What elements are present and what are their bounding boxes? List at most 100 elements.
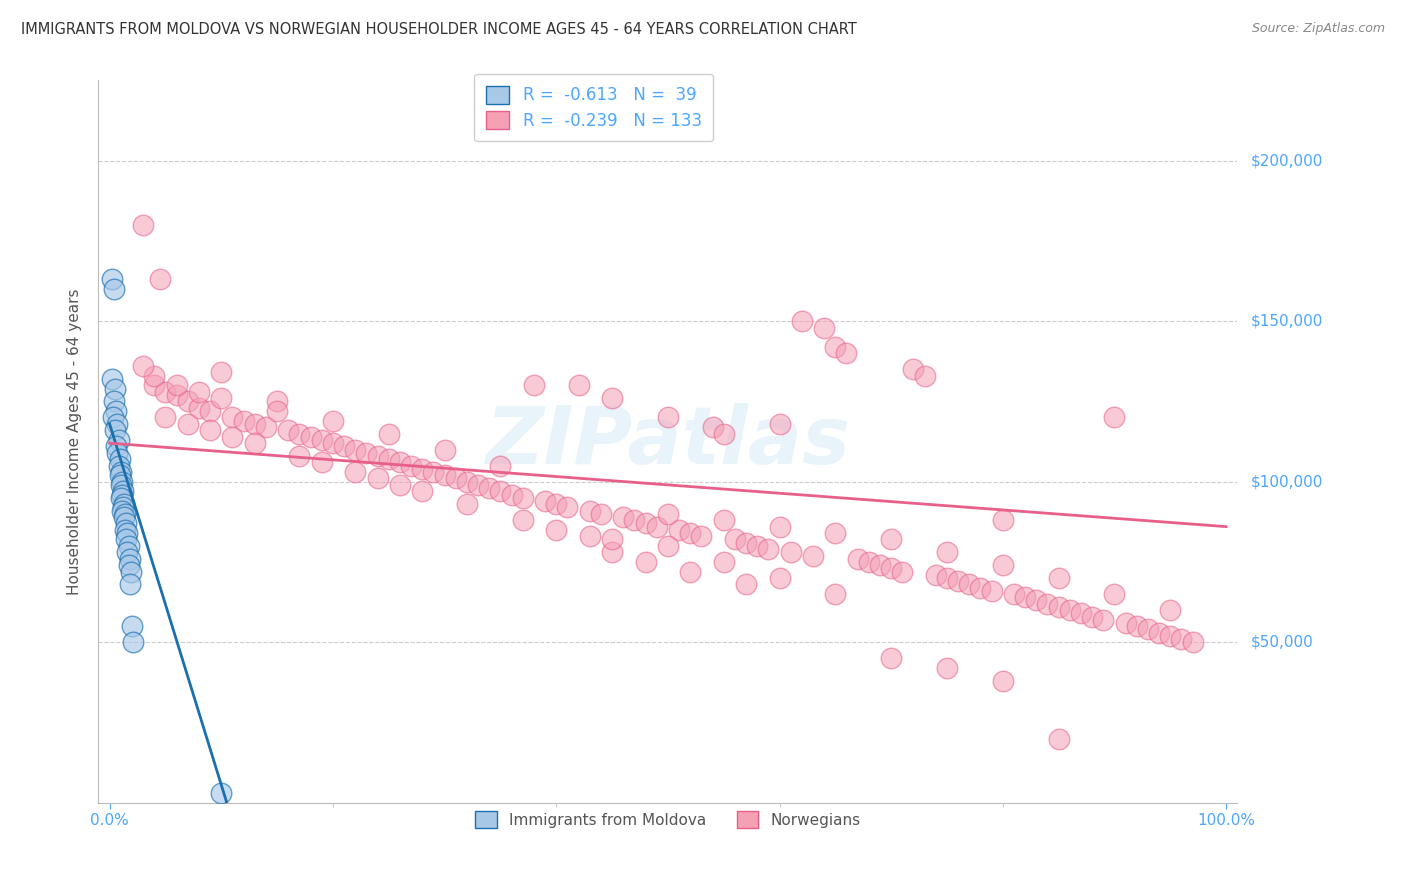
- Immigrants from Moldova: [101, 410, 124, 425]
- Immigrants from Moldova: [115, 533, 138, 547]
- Immigrants from Moldova: [107, 433, 129, 447]
- Immigrants from Moldova: [104, 382, 127, 396]
- Norwegians: [589, 507, 612, 521]
- Norwegians: [946, 574, 969, 589]
- Immigrants from Moldova: [111, 500, 134, 515]
- Immigrants from Moldova: [117, 526, 139, 541]
- Norwegians: [957, 577, 980, 591]
- Norwegians: [903, 362, 925, 376]
- Norwegians: [478, 481, 501, 495]
- Norwegians: [880, 533, 903, 547]
- Norwegians: [132, 359, 155, 373]
- Norwegians: [768, 571, 790, 585]
- Norwegians: [1136, 623, 1159, 637]
- Norwegians: [489, 458, 512, 473]
- Norwegians: [623, 513, 645, 527]
- Norwegians: [388, 478, 411, 492]
- Norwegians: [557, 500, 579, 515]
- Immigrants from Moldova: [118, 577, 141, 591]
- Norwegians: [991, 673, 1014, 688]
- Norwegians: [1159, 603, 1181, 617]
- Norwegians: [209, 366, 232, 380]
- Text: $100,000: $100,000: [1251, 475, 1323, 489]
- Norwegians: [501, 487, 523, 501]
- Immigrants from Moldova: [107, 446, 129, 460]
- Immigrants from Moldova: [110, 478, 132, 492]
- Norwegians: [690, 529, 713, 543]
- Norwegians: [1115, 615, 1137, 630]
- Legend: Immigrants from Moldova, Norwegians: Immigrants from Moldova, Norwegians: [464, 800, 872, 838]
- Norwegians: [1170, 632, 1192, 646]
- Immigrants from Moldova: [103, 282, 125, 296]
- Norwegians: [645, 519, 668, 533]
- Norwegians: [399, 458, 422, 473]
- Norwegians: [198, 423, 221, 437]
- Text: Source: ZipAtlas.com: Source: ZipAtlas.com: [1251, 22, 1385, 36]
- Norwegians: [1147, 625, 1170, 640]
- Norwegians: [914, 368, 936, 383]
- Norwegians: [311, 455, 333, 469]
- Immigrants from Moldova: [111, 487, 134, 501]
- Norwegians: [756, 542, 779, 557]
- Norwegians: [634, 555, 657, 569]
- Norwegians: [936, 661, 959, 675]
- Text: $200,000: $200,000: [1251, 153, 1323, 168]
- Norwegians: [747, 539, 769, 553]
- Norwegians: [801, 549, 824, 563]
- Immigrants from Moldova: [108, 468, 131, 483]
- Norwegians: [679, 565, 702, 579]
- Norwegians: [768, 519, 790, 533]
- Norwegians: [1025, 593, 1047, 607]
- Immigrants from Moldova: [114, 523, 136, 537]
- Norwegians: [149, 272, 172, 286]
- Norwegians: [1047, 571, 1070, 585]
- Norwegians: [679, 526, 702, 541]
- Norwegians: [657, 410, 679, 425]
- Norwegians: [824, 587, 846, 601]
- Norwegians: [367, 449, 389, 463]
- Text: IMMIGRANTS FROM MOLDOVA VS NORWEGIAN HOUSEHOLDER INCOME AGES 45 - 64 YEARS CORRE: IMMIGRANTS FROM MOLDOVA VS NORWEGIAN HOU…: [21, 22, 856, 37]
- Norwegians: [657, 539, 679, 553]
- Norwegians: [266, 394, 288, 409]
- Norwegians: [221, 430, 243, 444]
- Norwegians: [1126, 619, 1149, 633]
- Norwegians: [356, 446, 378, 460]
- Norwegians: [1014, 591, 1036, 605]
- Immigrants from Moldova: [112, 497, 135, 511]
- Norwegians: [198, 404, 221, 418]
- Norwegians: [266, 404, 288, 418]
- Norwegians: [444, 471, 467, 485]
- Norwegians: [1092, 613, 1115, 627]
- Norwegians: [779, 545, 801, 559]
- Norwegians: [512, 491, 534, 505]
- Norwegians: [1047, 731, 1070, 746]
- Norwegians: [891, 565, 914, 579]
- Norwegians: [790, 314, 813, 328]
- Norwegians: [858, 555, 880, 569]
- Norwegians: [991, 513, 1014, 527]
- Norwegians: [299, 430, 322, 444]
- Norwegians: [713, 513, 735, 527]
- Norwegians: [187, 401, 209, 415]
- Norwegians: [177, 394, 200, 409]
- Norwegians: [713, 555, 735, 569]
- Norwegians: [422, 465, 444, 479]
- Norwegians: [880, 651, 903, 665]
- Immigrants from Moldova: [121, 619, 143, 633]
- Norwegians: [277, 423, 299, 437]
- Norwegians: [143, 368, 166, 383]
- Norwegians: [433, 468, 456, 483]
- Y-axis label: Householder Income Ages 45 - 64 years: Householder Income Ages 45 - 64 years: [67, 288, 83, 595]
- Norwegians: [411, 462, 433, 476]
- Immigrants from Moldova: [108, 452, 131, 467]
- Norwegians: [702, 420, 724, 434]
- Immigrants from Moldova: [115, 516, 138, 531]
- Norwegians: [600, 545, 623, 559]
- Norwegians: [1159, 629, 1181, 643]
- Text: $50,000: $50,000: [1251, 635, 1315, 649]
- Norwegians: [634, 516, 657, 531]
- Immigrants from Moldova: [107, 458, 129, 473]
- Norwegians: [600, 391, 623, 405]
- Norwegians: [600, 533, 623, 547]
- Immigrants from Moldova: [117, 545, 139, 559]
